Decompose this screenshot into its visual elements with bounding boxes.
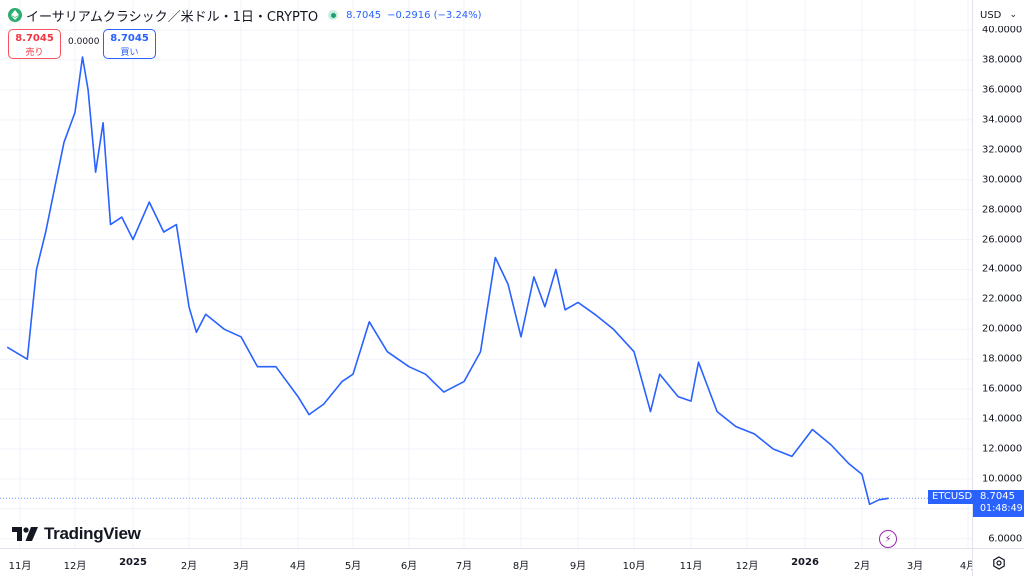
time-tick: 3月 <box>906 561 924 572</box>
sell-price: 8.7045 <box>15 33 54 44</box>
price-tick: 30.0000 <box>982 174 1022 186</box>
tradingview-logo[interactable]: TradingView <box>12 524 141 544</box>
gear-icon <box>993 555 1005 570</box>
price-scale[interactable]: 40.0000 38.0000 36.0000 34.0000 32.0000 30.00… <box>972 0 1024 548</box>
buy-button[interactable]: 8.7045 買い <box>103 29 156 59</box>
time-tick: 2月 <box>853 561 871 572</box>
header-price-change: −0.2916 (−3.24%) <box>387 9 482 21</box>
price-chart[interactable] <box>0 0 972 548</box>
price-tick: 18.0000 <box>982 353 1022 365</box>
price-tick: 36.0000 <box>982 84 1022 96</box>
price-tick: 32.0000 <box>982 144 1022 156</box>
time-tick: 6月 <box>400 561 418 572</box>
time-tick: 7月 <box>455 561 473 572</box>
price-tick: 34.0000 <box>982 114 1022 126</box>
time-tick: 5月 <box>344 561 362 572</box>
time-scale[interactable]: 11月 12月 2025 2月 3月 4月 5月 6月 7月 8月 9月 10月 11月 12月 2026 2… <box>0 548 976 576</box>
price-line <box>6 56 889 506</box>
price-tick: 20.0000 <box>982 323 1022 335</box>
tradingview-logo-icon <box>12 527 38 541</box>
symbol-title[interactable]: イーサリアムクラシック／米ドル・1日・CRYPTO <box>26 9 319 25</box>
time-tick: 4月 <box>289 561 307 572</box>
bar-countdown: 01:48:49 <box>980 503 1023 514</box>
price-tick: 10.0000 <box>982 473 1022 485</box>
grid-lines <box>0 0 972 548</box>
buy-price: 8.7045 <box>110 33 149 44</box>
time-tick: 9月 <box>569 561 587 572</box>
price-tick: 22.0000 <box>982 293 1022 305</box>
price-tick: 12.0000 <box>982 443 1022 455</box>
time-tick: 8月 <box>512 561 530 572</box>
symbol-price-tag: ETCUSD <box>928 490 977 504</box>
chevron-down-icon: ⌄ <box>1009 10 1017 20</box>
logo-text: TradingView <box>44 524 141 543</box>
market-open-dot <box>328 10 339 20</box>
current-price: 8.7045 <box>980 491 1015 502</box>
price-tick: 16.0000 <box>982 383 1022 395</box>
current-price-tag: 8.7045 01:48:49 <box>973 490 1024 517</box>
price-tick: 14.0000 <box>982 413 1022 425</box>
time-tick: 2026 <box>791 557 819 568</box>
time-tick: 12月 <box>63 561 87 572</box>
price-tick: 38.0000 <box>982 54 1022 66</box>
currency-selector[interactable]: USD ⌄ <box>976 4 1020 26</box>
ethereum-classic-icon <box>8 8 22 22</box>
time-tick: 4月 <box>959 561 977 572</box>
buy-label: 買い <box>120 48 139 58</box>
price-tick: 6.0000 <box>988 533 1022 545</box>
price-tick: 40.0000 <box>982 24 1022 36</box>
spread-value: 0.0000 <box>68 37 100 47</box>
settings-button[interactable] <box>972 548 1024 576</box>
time-tick: 10月 <box>622 561 646 572</box>
time-tick: 11月 <box>8 561 32 572</box>
price-tick: 28.0000 <box>982 204 1022 216</box>
sell-label: 売り <box>25 48 44 58</box>
chart-legend-header: イーサリアムクラシック／米ドル・1日・CRYPTO 8.7045 −0.2916… <box>8 6 482 25</box>
time-tick: 12月 <box>735 561 759 572</box>
price-tick: 26.0000 <box>982 234 1022 246</box>
time-tick: 2025 <box>119 557 147 568</box>
time-tick: 2月 <box>180 561 198 572</box>
header-last-price: 8.7045 <box>346 9 382 21</box>
chart-plot-area[interactable] <box>0 0 972 548</box>
price-tick: 24.0000 <box>982 263 1022 275</box>
sell-button[interactable]: 8.7045 売り <box>8 29 61 59</box>
lightning-icon[interactable]: ⚡ <box>879 530 897 548</box>
currency-label: USD <box>980 9 1002 21</box>
time-tick: 3月 <box>232 561 250 572</box>
time-tick: 11月 <box>679 561 703 572</box>
